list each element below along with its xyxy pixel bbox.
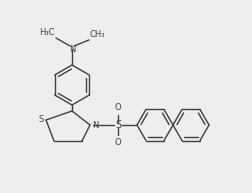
Text: CH₃: CH₃ (90, 30, 106, 39)
Text: O: O (115, 103, 121, 112)
Text: H₃C: H₃C (40, 28, 55, 37)
Text: S: S (115, 120, 121, 130)
Text: N: N (92, 120, 98, 130)
Text: O: O (115, 138, 121, 147)
Text: S: S (39, 115, 44, 124)
Text: N: N (69, 45, 75, 53)
